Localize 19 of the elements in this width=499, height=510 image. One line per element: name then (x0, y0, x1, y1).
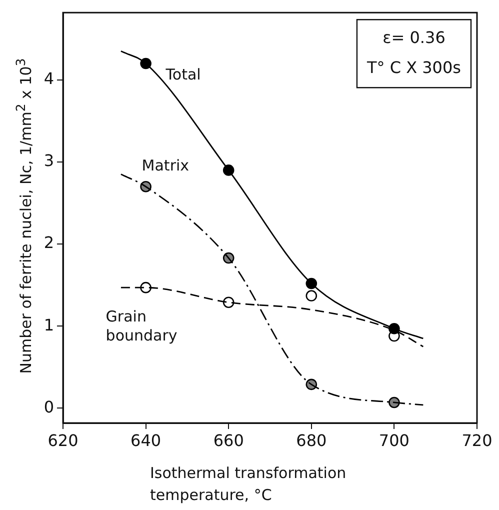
x-tick-label: 620 (48, 430, 78, 450)
x-tick-label: 660 (213, 430, 244, 450)
annotation: ε= 0.36 T° C X 300s (366, 28, 462, 77)
point (140, 282, 152, 294)
x-axis-title: Isothermal transformation temperature, °C (150, 463, 348, 506)
series-label: Total (164, 65, 201, 84)
y-tick-label: 3 (44, 151, 54, 170)
series-label: Grain boundary (106, 307, 178, 344)
x-tick-label: 680 (296, 430, 327, 450)
x-tick-label: 720 (462, 430, 492, 450)
y-tick-label: 1 (44, 315, 54, 334)
point (306, 290, 318, 302)
point (222, 296, 234, 308)
y-tick-label: 2 (44, 233, 54, 252)
series-label: Matrix (142, 156, 190, 174)
y-tick-label: 0 (44, 397, 54, 416)
x-tick-label: 640 (130, 430, 162, 450)
x-tick-label: 700 (378, 430, 410, 450)
y-tick-label: 4 (44, 69, 54, 88)
